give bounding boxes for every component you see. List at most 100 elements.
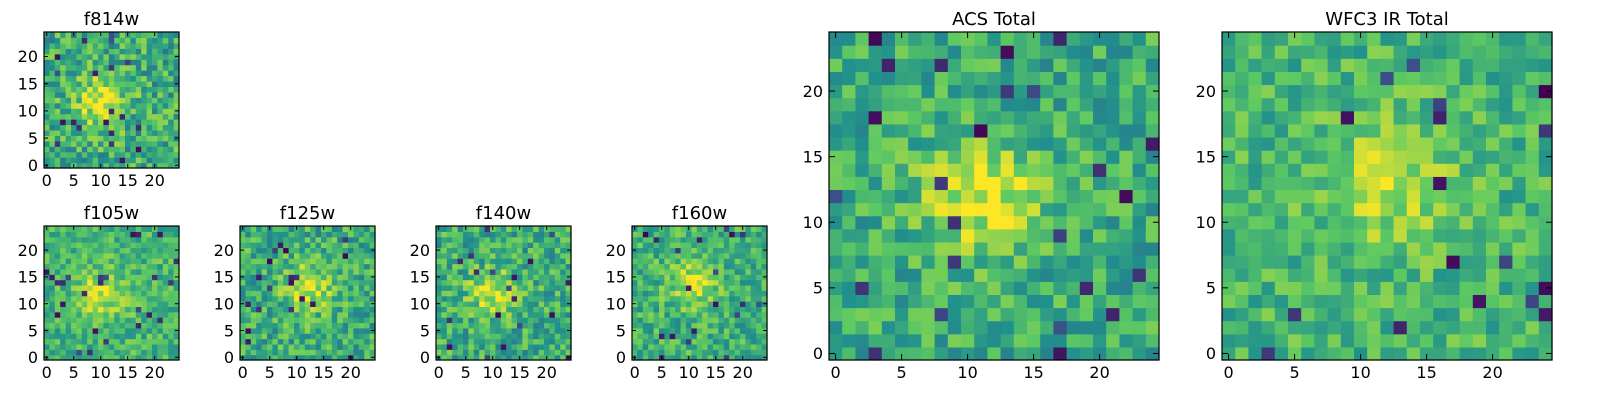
heatmap-cell [554,301,561,307]
heatmap-cell [283,327,290,334]
heatmap-cell [125,252,131,259]
heatmap-cell [146,322,153,329]
heatmap-cell [517,284,523,291]
heatmap-cell [517,268,523,275]
heatmap-cell [702,290,709,297]
heatmap-cell [908,32,922,46]
heatmap-cell [718,284,725,291]
heatmap-cell [141,157,148,164]
heatmap-cell [1013,189,1028,204]
heatmap-cell [98,338,104,345]
heatmap-cell [560,327,567,334]
heatmap-cell [484,295,491,302]
heatmap-cell [315,242,322,249]
heatmap-cell [868,84,883,99]
heatmap-cell [92,102,99,109]
heatmap-cell [1525,32,1540,46]
heatmap-cell [1499,97,1513,112]
heatmap-cell [152,119,158,126]
heatmap-cell [522,322,529,329]
heatmap-cell [490,322,496,329]
heatmap-cell [538,242,545,249]
heatmap-cell [1066,202,1081,217]
heatmap-cell [484,317,491,324]
heatmap-cell [761,284,768,291]
heatmap-cell [173,124,180,131]
heatmap-cell [1354,255,1368,269]
heatmap-cell [723,279,730,286]
heatmap-cell [855,84,870,99]
heatmap-cell [463,301,469,307]
heatmap-cell [653,242,660,249]
heatmap-cell [60,157,67,164]
heatmap-cell [326,263,333,270]
heatmap-cell [135,274,142,281]
heatmap-cell [135,157,142,164]
heatmap-cell [81,108,88,115]
heatmap-cell [98,59,104,66]
heatmap-cell [267,284,273,291]
heatmap-cell [1406,202,1421,217]
heatmap-cell [125,284,131,291]
heatmap-cell [364,306,371,313]
heatmap-cell [146,64,153,71]
heatmap-cell [326,226,333,232]
heatmap-cell [686,274,692,281]
heatmap-cell [974,84,988,99]
heatmap-cell [1380,241,1395,256]
heatmap-cell [696,306,703,313]
heatmap-cell [81,268,88,275]
heatmap-cell [974,307,988,322]
heatmap-cell [125,327,131,334]
heatmap-cell [723,274,730,281]
heatmap-cell [457,284,464,291]
heatmap-cell [517,258,523,265]
heatmap-cell [653,311,660,318]
heatmap-cell [829,123,843,138]
heatmap-cell [49,91,56,98]
heatmap-cell [1079,84,1094,99]
heatmap-cell [108,102,115,109]
heatmap-cell [87,311,94,318]
heatmap-cell [141,349,148,356]
heatmap-cell [119,343,126,350]
heatmap-cell [65,59,72,66]
heatmap-cell [331,242,338,249]
heatmap-cell [1538,176,1553,191]
heatmap-cell [1274,136,1289,151]
heatmap-cell [141,64,148,71]
heatmap-cell [76,247,83,254]
heatmap-cell [65,327,72,334]
heatmap-cell [829,202,843,217]
heatmap-cell [364,258,371,265]
heatmap-cell [337,247,344,254]
heatmap-cell [1525,307,1540,322]
heatmap-cell [1288,320,1302,335]
heatmap-cell [288,343,295,350]
heatmap-cell [1380,202,1395,217]
heatmap-cell [669,327,676,334]
heatmap-cell [337,349,344,356]
heatmap-cell [125,102,131,109]
heatmap-cell [1512,176,1527,191]
heatmap-cell [642,247,649,254]
heatmap-cell [87,108,94,115]
heatmap-cell [691,301,698,307]
heatmap-cell [1132,110,1147,125]
heatmap-cell [707,322,714,329]
heatmap-cell [702,247,709,254]
heatmap-cell [315,349,322,356]
heatmap-cell [135,135,142,142]
heatmap-cell [1314,281,1329,295]
heatmap-cell [723,311,730,318]
heatmap-cell [707,349,714,356]
heatmap-cell [348,306,354,313]
heatmap-cell [1433,228,1447,243]
heatmap-cell [702,306,709,313]
heatmap-cell [146,91,153,98]
heatmap-cell [44,236,50,243]
heatmap-cell [114,140,121,147]
heatmap-cell [1472,189,1487,204]
heatmap-cell [168,59,175,66]
heatmap-cell [554,247,561,254]
